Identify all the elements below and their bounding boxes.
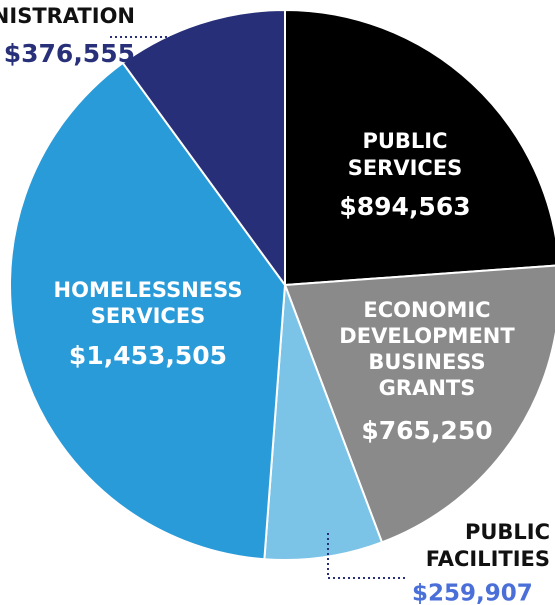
slice-label: PUBLIC FACILITIES: [426, 520, 550, 571]
value-label: $259,907: [412, 581, 533, 605]
slice-label: ECONOMIC DEVELOPMENT BUSINESS GRANTS: [339, 298, 515, 400]
value-label: $765,250: [361, 416, 492, 445]
slice: [284, 8, 555, 287]
slice-label: PUBLIC SERVICES: [348, 129, 463, 180]
value-label: $894,563: [339, 192, 470, 221]
slice-label: HOMELESSNESS SERVICES: [54, 278, 243, 328]
labels: PUBLIC SERVICES $894,563 ECONOMIC DEVELOPMEN…: [0, 4, 550, 605]
slice: [121, 8, 286, 289]
slice: [9, 61, 287, 561]
slices: [9, 8, 555, 561]
slice-label: ADMINISTRATION: [0, 4, 135, 28]
slice: [263, 284, 384, 561]
slice: [283, 264, 555, 544]
value-label: $376,555: [4, 39, 135, 68]
leader-line: [327, 533, 408, 579]
leader-line: [110, 36, 213, 85]
value-label: $1,453,505: [69, 341, 227, 370]
